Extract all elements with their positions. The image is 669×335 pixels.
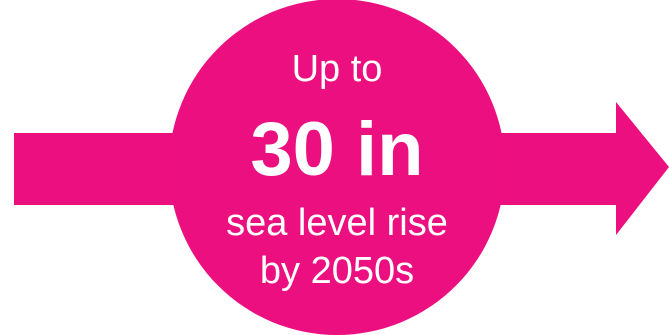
callout-timeframe: by 2050s	[259, 250, 415, 292]
callout-prefix: Up to	[291, 48, 383, 90]
callout-description: sea level rise	[226, 202, 448, 244]
callout-value: 30 in	[250, 107, 424, 192]
circle-badge	[169, 0, 505, 335]
